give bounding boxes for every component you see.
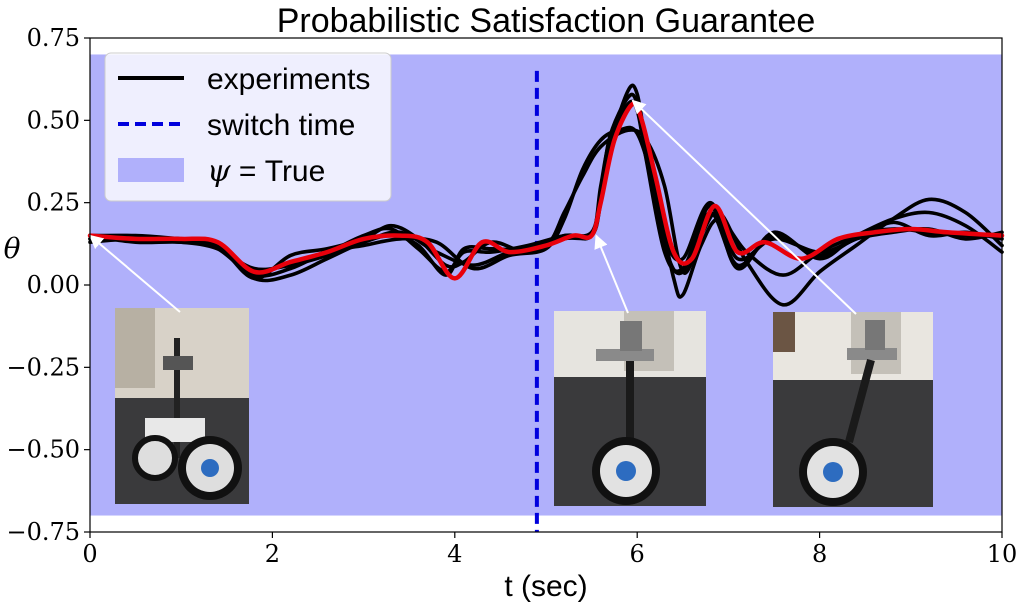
legend-label-experiments: experiments — [207, 63, 370, 96]
legend-label-region: ψ = True — [207, 154, 325, 189]
annotation-arrow-inset-peak — [631, 99, 857, 315]
y-tick-label: 0.00 — [27, 271, 80, 299]
legend-label-region-text: True — [265, 155, 326, 188]
x-tick-label: 2 — [265, 540, 280, 568]
legend: experiments switch time ψ = True — [104, 52, 392, 202]
y-tick-label: 0.50 — [27, 106, 80, 134]
chart-title: Probabilistic Satisfaction Guarantee — [277, 2, 816, 40]
x-tick-label: 8 — [812, 540, 827, 568]
y-tick-label: 0.25 — [27, 189, 80, 217]
annotation-arrow-inset-mid — [594, 234, 629, 314]
legend-label-region-symbol: ψ — [207, 154, 231, 189]
y-tick-label: −0.75 — [6, 518, 80, 546]
y-axis-label: θ — [4, 232, 21, 265]
x-tick-label: 6 — [630, 540, 645, 568]
x-axis-label: t (sec) — [504, 570, 587, 603]
annotation-arrow-inset-start — [88, 234, 181, 313]
legend-label-switch: switch time — [207, 109, 355, 142]
annotation-layer — [88, 99, 857, 315]
x-tick-label: 4 — [447, 540, 462, 568]
legend-handle-region — [118, 158, 184, 182]
inset-photo-start — [115, 308, 249, 504]
x-tick-label: 10 — [987, 540, 1018, 568]
legend-label-region-eq: = — [231, 155, 265, 188]
x-tick-label: 0 — [82, 540, 97, 568]
inset-photo-peak — [773, 312, 933, 507]
y-tick-label: −0.50 — [6, 436, 80, 464]
inset-photo-mid — [554, 311, 706, 506]
ticks-layer: 0 2 4 6 8 10 0.75 0.50 0.25 0.00 −0.25 −0.50 −0.75 — [6, 24, 1017, 568]
y-tick-label: −0.25 — [6, 353, 80, 381]
y-tick-label: 0.75 — [27, 24, 80, 52]
series-line-experiment-4 — [88, 128, 1004, 307]
